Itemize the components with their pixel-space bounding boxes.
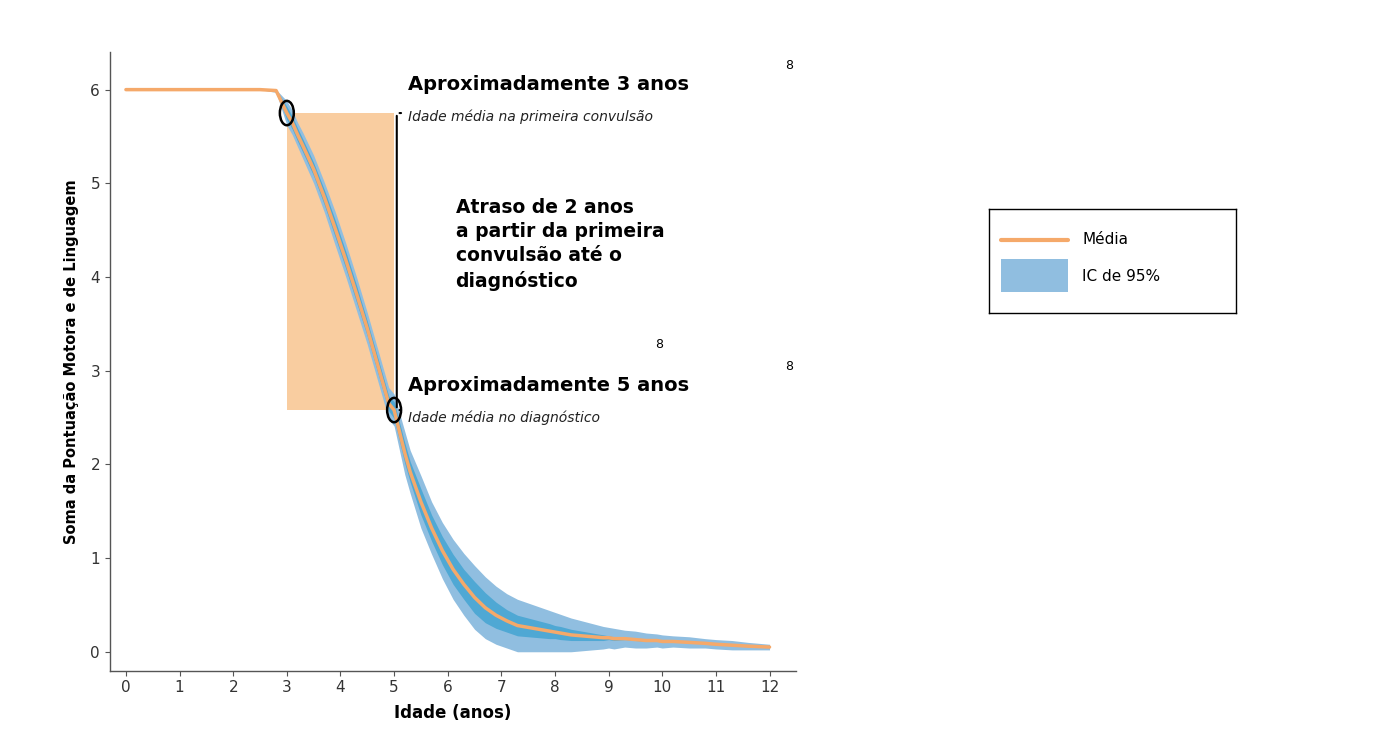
Text: Idade média na primeira convulsão: Idade média na primeira convulsão — [408, 110, 652, 124]
Text: Média: Média — [1082, 232, 1129, 247]
Text: Atraso de 2 anos
a partir da primeira
convulsão até o
diagnóstico: Atraso de 2 anos a partir da primeira co… — [456, 197, 665, 291]
Text: IC de 95%: IC de 95% — [1082, 269, 1160, 284]
Text: 8: 8 — [785, 360, 794, 372]
Text: Aproximadamente 3 anos: Aproximadamente 3 anos — [408, 75, 688, 95]
Y-axis label: Soma da Pontuação Motora e de Linguagem: Soma da Pontuação Motora e de Linguagem — [65, 179, 80, 544]
Text: Idade média no diagnóstico: Idade média no diagnóstico — [408, 410, 600, 425]
Text: Aproximadamente 5 anos: Aproximadamente 5 anos — [408, 376, 689, 395]
Bar — [287, 113, 394, 410]
Text: 8: 8 — [655, 338, 663, 351]
X-axis label: Idade (anos): Idade (anos) — [394, 703, 512, 722]
Text: 8: 8 — [785, 59, 794, 72]
